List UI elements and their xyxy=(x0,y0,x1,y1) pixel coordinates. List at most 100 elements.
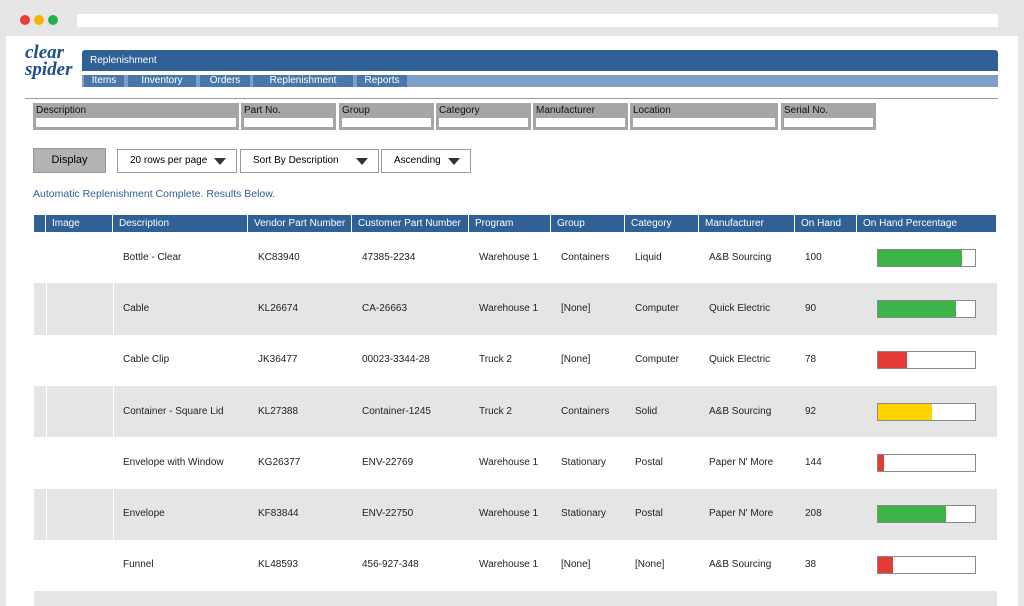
table-cell: Liquid xyxy=(635,251,662,263)
table-cell: Solid xyxy=(635,405,658,417)
table-cell: Quick Electric xyxy=(709,302,771,314)
table-cell: 90 xyxy=(805,302,817,314)
table-cell: Warehouse 1 xyxy=(479,508,539,520)
percentage-bar xyxy=(877,351,976,370)
order-dropdown[interactable]: Ascending xyxy=(381,149,471,173)
cell-border xyxy=(113,488,114,540)
display-button[interactable]: Display xyxy=(33,148,106,173)
percentage-fill xyxy=(878,506,946,523)
table-row: Cable KL26674 CA-26663 Warehouse 1 [None] Com… xyxy=(34,283,997,335)
table-cell: Paper N' More xyxy=(709,456,774,468)
filter-input[interactable] xyxy=(36,118,236,127)
table-cell: A&B Sourcing xyxy=(709,405,772,417)
cell-border xyxy=(113,283,114,335)
table-cell: A&B Sourcing xyxy=(709,559,772,571)
filter-label: Category xyxy=(439,105,480,116)
percentage-bar xyxy=(877,402,976,421)
table-cell: ENV-22769 xyxy=(362,456,414,468)
table-cell: 00023-3344-28 xyxy=(362,354,430,366)
filter-label: Part No. xyxy=(244,105,281,116)
filter: Serial No. xyxy=(781,103,876,130)
min-dot[interactable] xyxy=(34,15,44,25)
cell-border xyxy=(46,488,47,540)
sort-dropdown[interactable]: Sort By Description xyxy=(240,149,379,173)
nav-tab[interactable]: Inventory xyxy=(128,75,196,87)
filter-input[interactable] xyxy=(439,118,528,127)
filter: Part No. xyxy=(241,103,336,130)
table-row: Envelope with Window KG26377 ENV-22769 Ware… xyxy=(34,437,997,489)
table-cell: Container-1245 xyxy=(362,405,431,417)
table-cell: Computer xyxy=(635,354,679,366)
table-cell: 208 xyxy=(805,508,822,520)
table-cell: [None] xyxy=(561,302,591,314)
filter: Description xyxy=(33,103,239,130)
table-header-cell xyxy=(34,215,46,232)
table-cell: [None] xyxy=(561,354,591,366)
table-header-cell: Category xyxy=(625,215,699,232)
logo-line: spider xyxy=(25,59,73,80)
table-cell: Bottle - Clear xyxy=(123,251,182,263)
table-header-cell: Vendor Part Number xyxy=(248,215,352,232)
table-cell: Postal xyxy=(635,456,663,468)
table-cell: [None] xyxy=(561,559,591,571)
filter-input[interactable] xyxy=(633,118,775,127)
table-row: Container - Square Lid KL27388 Container-1… xyxy=(34,385,997,438)
rows-dropdown[interactable]: 20 rows per page xyxy=(117,149,237,173)
nav-tab[interactable]: Replenishment xyxy=(253,75,353,87)
table-cell: Stationary xyxy=(561,508,607,520)
status-message: Automatic Replenishment Complete. Result… xyxy=(33,188,276,200)
filter-input[interactable] xyxy=(536,118,625,127)
filter-input[interactable] xyxy=(784,118,873,127)
table-cell: 456-927-348 xyxy=(362,559,419,571)
percentage-bar xyxy=(877,505,976,524)
nav-tab[interactable]: Orders xyxy=(200,75,250,87)
filter-input[interactable] xyxy=(244,118,333,127)
table-cell: JK36477 xyxy=(258,354,298,366)
percentage-bar xyxy=(877,556,976,575)
table-cell: 144 xyxy=(805,456,822,468)
percentage-fill xyxy=(878,454,884,471)
dropdown-text: Ascending xyxy=(394,155,441,166)
table-row: Bottle - Clear KC83940 47385-2234 Warehouse… xyxy=(34,232,997,284)
dropdown-text: Sort By Description xyxy=(253,155,339,166)
nav-tab[interactable]: Items xyxy=(84,75,124,87)
percentage-fill xyxy=(878,300,956,317)
table-cell: Containers xyxy=(561,405,610,417)
filter-label: Location xyxy=(633,105,671,116)
table-row: Cable Clip JK36477 00023-3344-28 Truck 2 [No… xyxy=(34,334,997,386)
nav-tab[interactable]: Reports xyxy=(357,75,407,87)
percentage-fill xyxy=(878,557,893,574)
percentage-bar xyxy=(877,299,976,318)
table-cell: 92 xyxy=(805,405,817,417)
filter: Category xyxy=(436,103,531,130)
table-cell: Funnel xyxy=(123,559,154,571)
table-cell: Truck 2 xyxy=(479,354,512,366)
table-header-cell: Program xyxy=(469,215,551,232)
filter-input[interactable] xyxy=(342,118,431,127)
table-header-cell: On Hand Percentage xyxy=(857,215,997,232)
filter: Group xyxy=(339,103,434,130)
filter-label: Group xyxy=(342,105,370,116)
filter-label: Description xyxy=(36,105,87,116)
table-cell: KL48593 xyxy=(258,559,299,571)
table-cell: CA-26663 xyxy=(362,302,408,314)
table-header-cell: Image xyxy=(46,215,113,232)
table-row: Envelope KF83844 ENV-22750 Warehouse 1 Stati… xyxy=(34,488,997,540)
table-row: Funnel KL48593 456-927-348 Warehouse 1 [None… xyxy=(34,539,997,592)
cell-border xyxy=(46,283,47,335)
table-cell: Warehouse 1 xyxy=(479,559,539,571)
header-bar: Replenishment xyxy=(82,50,998,71)
address-bar[interactable] xyxy=(77,14,998,27)
close-dot[interactable] xyxy=(20,15,30,25)
table-cell: Warehouse 1 xyxy=(479,251,539,263)
table-cell: 47385-2234 xyxy=(362,251,416,263)
table-cell: 100 xyxy=(805,251,822,263)
table-header-cell: Manufacturer xyxy=(699,215,795,232)
table-header-cell: Group xyxy=(551,215,625,232)
percentage-fill xyxy=(878,352,908,369)
max-dot[interactable] xyxy=(48,15,58,25)
table-cell: Cable Clip xyxy=(123,354,170,366)
logo-line: clear xyxy=(25,42,65,63)
filter: Manufacturer xyxy=(533,103,628,130)
divider xyxy=(25,98,998,99)
